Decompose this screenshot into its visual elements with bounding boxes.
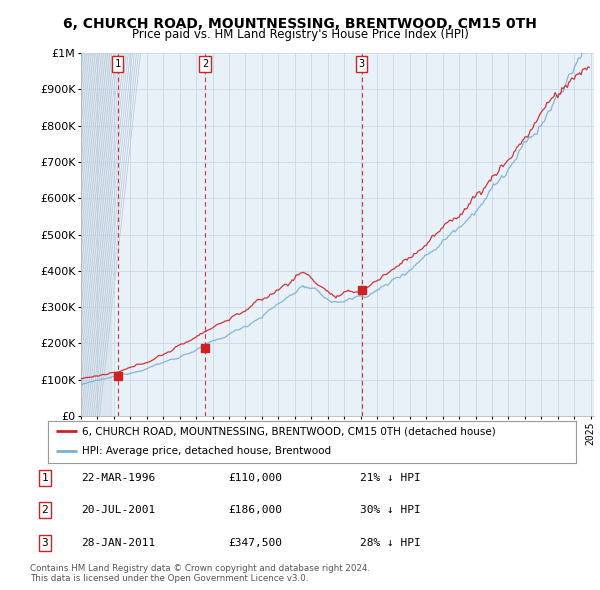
Text: 20-JUL-2001: 20-JUL-2001 <box>81 506 155 515</box>
Text: 3: 3 <box>359 59 365 69</box>
Text: 1: 1 <box>41 473 49 483</box>
Text: 28-JAN-2011: 28-JAN-2011 <box>81 538 155 548</box>
Text: 2: 2 <box>202 59 208 69</box>
Text: £110,000: £110,000 <box>228 473 282 483</box>
Text: 2: 2 <box>41 506 49 515</box>
Text: 30% ↓ HPI: 30% ↓ HPI <box>360 506 421 515</box>
Text: £347,500: £347,500 <box>228 538 282 548</box>
Text: 1: 1 <box>115 59 121 69</box>
Text: 3: 3 <box>41 538 49 548</box>
Text: 22-MAR-1996: 22-MAR-1996 <box>81 473 155 483</box>
Text: HPI: Average price, detached house, Brentwood: HPI: Average price, detached house, Bren… <box>82 446 331 456</box>
Text: 6, CHURCH ROAD, MOUNTNESSING, BRENTWOOD, CM15 0TH (detached house): 6, CHURCH ROAD, MOUNTNESSING, BRENTWOOD,… <box>82 427 496 436</box>
Text: £186,000: £186,000 <box>228 506 282 515</box>
Text: 21% ↓ HPI: 21% ↓ HPI <box>360 473 421 483</box>
Text: Price paid vs. HM Land Registry's House Price Index (HPI): Price paid vs. HM Land Registry's House … <box>131 28 469 41</box>
Text: 6, CHURCH ROAD, MOUNTNESSING, BRENTWOOD, CM15 0TH: 6, CHURCH ROAD, MOUNTNESSING, BRENTWOOD,… <box>63 17 537 31</box>
Text: Contains HM Land Registry data © Crown copyright and database right 2024.
This d: Contains HM Land Registry data © Crown c… <box>30 563 370 583</box>
Text: 28% ↓ HPI: 28% ↓ HPI <box>360 538 421 548</box>
